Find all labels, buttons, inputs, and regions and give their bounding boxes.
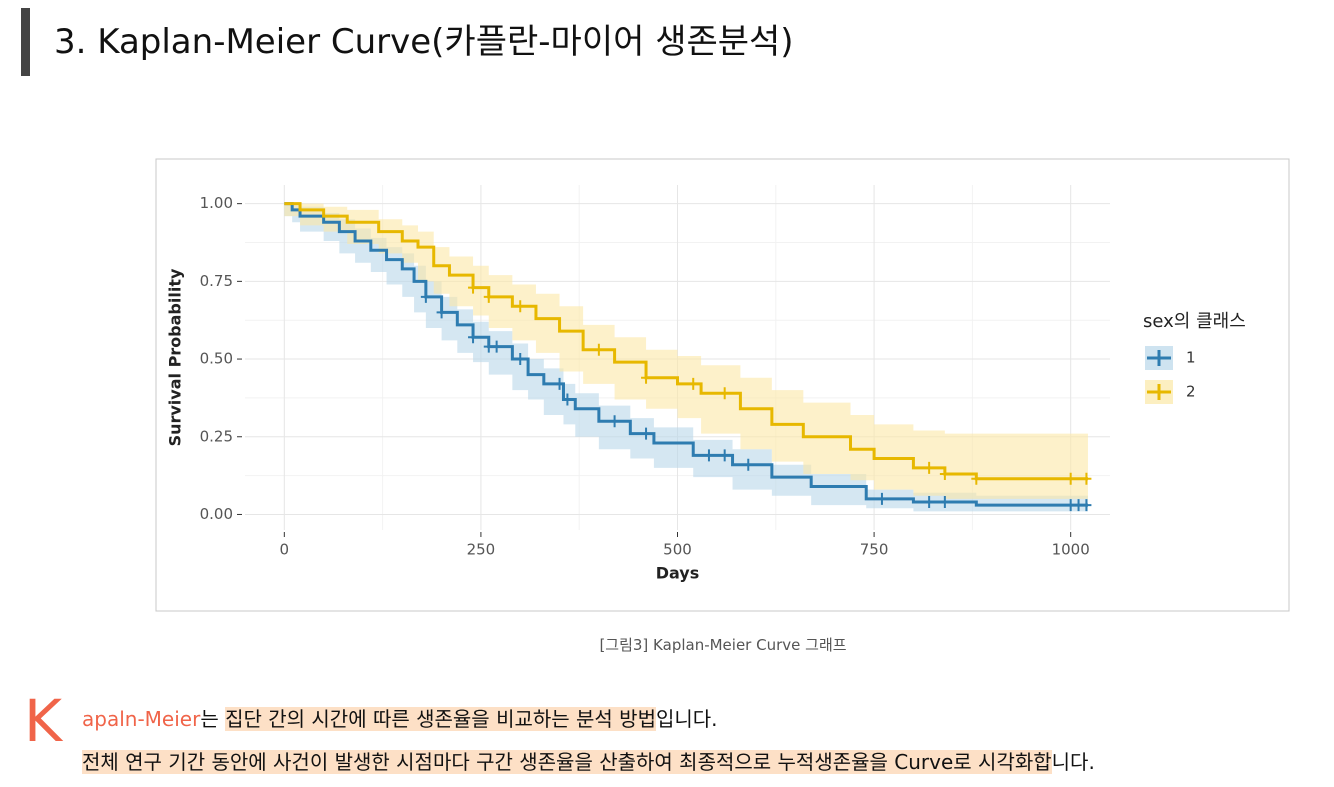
censor-mark	[971, 472, 982, 485]
censor-mark	[924, 496, 935, 509]
censor-mark	[468, 331, 479, 344]
x-tick-label: 500	[663, 541, 692, 559]
y-axis-label: Survival Probability	[166, 268, 185, 446]
censor-mark	[515, 353, 526, 366]
heading-bar	[21, 8, 30, 76]
censor-mark	[1081, 472, 1092, 485]
censor-mark	[719, 449, 730, 462]
censor-mark	[719, 387, 730, 400]
x-axis-label: Days	[656, 564, 700, 583]
censor-mark	[593, 343, 604, 356]
censor-mark	[609, 415, 620, 428]
highlight: 전체 연구 기간 동안에 사건이 발생한 시점마다 구간 생존율을 산출하여 최…	[82, 750, 1052, 774]
x-tick-label: 0	[280, 541, 290, 559]
text: 는	[200, 707, 219, 731]
censor-mark	[483, 290, 494, 303]
censor-mark	[562, 393, 573, 406]
censor-mark	[876, 492, 887, 505]
legend-title: sex의 클래스	[1143, 311, 1246, 332]
legend-label: 1	[1186, 349, 1196, 367]
highlight: 집단 간의 시간에 따른 생존율을 비교하는 분석 방법	[225, 707, 656, 731]
text: 입니다.	[655, 707, 718, 731]
legend-line	[1147, 350, 1171, 366]
censor-mark	[554, 377, 565, 390]
caption: [그림3] Kaplan-Meier Curve 그래프	[599, 636, 847, 654]
censor-mark	[641, 427, 652, 440]
text: 니다.	[1051, 750, 1095, 774]
censor-mark	[939, 496, 950, 509]
censor-mark	[436, 306, 447, 319]
censor-mark	[703, 449, 714, 462]
survival-curve	[284, 202, 1088, 481]
line: 전체 연구 기간 동안에 사건이 발생한 시점마다 구간 생존율을 산출하여 최…	[82, 746, 1095, 775]
term: apaln-Meier	[82, 707, 201, 731]
y-tick-label: 0.00	[200, 505, 233, 523]
x-tick-label: 250	[467, 541, 496, 559]
legend-line	[1147, 384, 1171, 400]
censor-mark	[939, 468, 950, 481]
heading: 3. Kaplan-Meier Curve(카플란-마이어 생존분석)	[54, 22, 794, 62]
censor-mark	[924, 461, 935, 474]
censor-mark	[641, 371, 652, 384]
confidence-band	[284, 203, 1088, 499]
x-tick-label: 750	[860, 541, 889, 559]
y-tick-label: 0.50	[200, 350, 233, 368]
censor-mark	[420, 290, 431, 303]
censor-mark	[1081, 499, 1092, 512]
drop-cap: K	[24, 687, 63, 755]
x-tick-label: 1000	[1052, 541, 1090, 559]
censor-mark	[1065, 472, 1076, 485]
censor-mark	[688, 377, 699, 390]
line: apaln-Meier는 집단 간의 시간에 따른 생존율을 비교하는 분석 방…	[82, 703, 718, 732]
legend-label: 2	[1186, 383, 1196, 401]
y-tick-label: 1.00	[200, 194, 233, 212]
survival-curve	[284, 202, 1088, 507]
censor-mark	[491, 340, 502, 353]
y-tick-label: 0.25	[200, 427, 233, 445]
censor-mark	[743, 458, 754, 471]
censor-mark	[468, 281, 479, 294]
y-tick-label: 0.75	[200, 272, 233, 290]
censor-mark	[515, 300, 526, 313]
